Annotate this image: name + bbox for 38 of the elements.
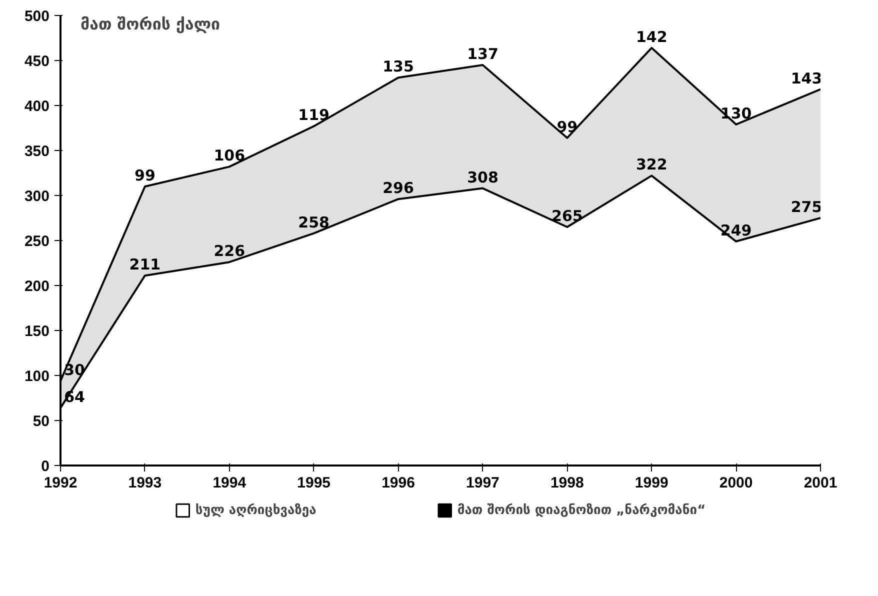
data-label: 135 xyxy=(382,58,414,76)
x-tick-label: 1999 xyxy=(634,474,668,492)
legend-label: სულ აღრიცხვაზეა xyxy=(195,502,316,518)
data-label: 211 xyxy=(129,256,161,274)
y-tick-label: 100 xyxy=(24,368,50,385)
data-label: 137 xyxy=(467,45,498,63)
y-tick-label: 150 xyxy=(24,323,50,340)
y-tick-label: 350 xyxy=(24,143,50,160)
x-tick-label: 1995 xyxy=(297,474,331,492)
data-label: 106 xyxy=(214,146,246,165)
x-tick-label: 1996 xyxy=(382,474,415,492)
x-tick-label: 2000 xyxy=(719,474,753,492)
y-tick-label: 300 xyxy=(24,188,50,205)
data-label: 258 xyxy=(298,213,330,232)
y-tick-label: 250 xyxy=(24,233,50,250)
data-label: 143 xyxy=(790,69,822,88)
x-tick-label: 2001 xyxy=(804,474,838,492)
y-tick-label: 0 xyxy=(41,458,50,475)
x-tick-label: 1998 xyxy=(550,474,584,492)
y-tick-label: 200 xyxy=(24,278,50,295)
y-tick-label: 50 xyxy=(32,413,50,430)
data-label: 322 xyxy=(636,156,668,174)
data-label: 142 xyxy=(636,28,668,46)
data-label: 226 xyxy=(214,242,246,260)
data-label: 99 xyxy=(134,166,156,184)
x-tick-label: 1992 xyxy=(44,474,78,492)
x-tick-label: 1994 xyxy=(212,474,247,492)
y-tick-label: 450 xyxy=(24,53,50,70)
data-label: 119 xyxy=(298,106,330,124)
data-label: 308 xyxy=(467,168,498,186)
y-tick-label: 500 xyxy=(24,8,50,25)
x-tick-label: 1997 xyxy=(466,474,500,492)
annotation: მათ შორის ქალი xyxy=(80,14,220,34)
x-tick-label: 1993 xyxy=(128,474,162,492)
data-label: 249 xyxy=(720,221,752,240)
data-label: 296 xyxy=(382,179,414,198)
y-tick-label: 400 xyxy=(24,98,50,115)
legend-label: მათ შორის დიაგნოზით „ნარკომანი“ xyxy=(457,502,706,518)
